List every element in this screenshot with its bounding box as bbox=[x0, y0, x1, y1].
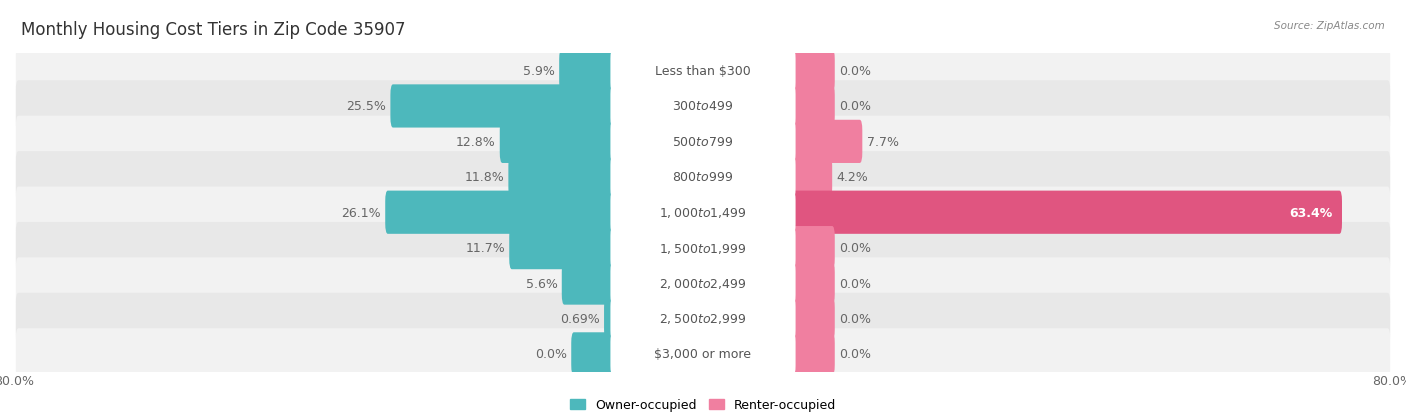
Text: 12.8%: 12.8% bbox=[456, 135, 495, 149]
FancyBboxPatch shape bbox=[790, 262, 835, 305]
FancyBboxPatch shape bbox=[15, 328, 1391, 380]
Text: Source: ZipAtlas.com: Source: ZipAtlas.com bbox=[1274, 21, 1385, 31]
FancyBboxPatch shape bbox=[790, 121, 862, 164]
FancyBboxPatch shape bbox=[15, 46, 1391, 97]
FancyBboxPatch shape bbox=[610, 86, 796, 128]
FancyBboxPatch shape bbox=[15, 187, 1391, 238]
Text: 63.4%: 63.4% bbox=[1289, 206, 1333, 219]
Text: $1,000 to $1,499: $1,000 to $1,499 bbox=[659, 206, 747, 220]
FancyBboxPatch shape bbox=[610, 157, 796, 198]
FancyBboxPatch shape bbox=[15, 152, 1391, 203]
Text: $800 to $999: $800 to $999 bbox=[672, 171, 734, 184]
FancyBboxPatch shape bbox=[790, 85, 835, 128]
Text: $2,000 to $2,499: $2,000 to $2,499 bbox=[659, 276, 747, 290]
Text: 5.6%: 5.6% bbox=[526, 277, 557, 290]
FancyBboxPatch shape bbox=[15, 81, 1391, 132]
FancyBboxPatch shape bbox=[15, 116, 1391, 168]
FancyBboxPatch shape bbox=[790, 50, 835, 93]
FancyBboxPatch shape bbox=[790, 191, 1341, 234]
Text: 5.9%: 5.9% bbox=[523, 65, 555, 78]
Text: $300 to $499: $300 to $499 bbox=[672, 100, 734, 113]
FancyBboxPatch shape bbox=[790, 332, 835, 375]
FancyBboxPatch shape bbox=[610, 298, 796, 339]
FancyBboxPatch shape bbox=[610, 333, 796, 375]
Text: 25.5%: 25.5% bbox=[346, 100, 387, 113]
FancyBboxPatch shape bbox=[790, 297, 835, 340]
FancyBboxPatch shape bbox=[610, 227, 796, 269]
FancyBboxPatch shape bbox=[610, 50, 796, 92]
Legend: Owner-occupied, Renter-occupied: Owner-occupied, Renter-occupied bbox=[565, 394, 841, 413]
FancyBboxPatch shape bbox=[790, 226, 835, 270]
Text: $1,500 to $1,999: $1,500 to $1,999 bbox=[659, 241, 747, 255]
FancyBboxPatch shape bbox=[562, 262, 616, 305]
FancyBboxPatch shape bbox=[15, 223, 1391, 274]
FancyBboxPatch shape bbox=[571, 332, 616, 375]
FancyBboxPatch shape bbox=[15, 258, 1391, 309]
Text: Monthly Housing Cost Tiers in Zip Code 35907: Monthly Housing Cost Tiers in Zip Code 3… bbox=[21, 21, 405, 38]
FancyBboxPatch shape bbox=[509, 156, 616, 199]
Text: 0.0%: 0.0% bbox=[839, 348, 872, 361]
Text: 0.69%: 0.69% bbox=[560, 312, 600, 325]
FancyBboxPatch shape bbox=[610, 121, 796, 163]
Text: 7.7%: 7.7% bbox=[866, 135, 898, 149]
FancyBboxPatch shape bbox=[610, 192, 796, 233]
Text: 4.2%: 4.2% bbox=[837, 171, 869, 184]
Text: 0.0%: 0.0% bbox=[839, 100, 872, 113]
FancyBboxPatch shape bbox=[509, 226, 616, 270]
Text: Less than $300: Less than $300 bbox=[655, 65, 751, 78]
Text: $500 to $799: $500 to $799 bbox=[672, 135, 734, 149]
Text: $2,500 to $2,999: $2,500 to $2,999 bbox=[659, 312, 747, 326]
FancyBboxPatch shape bbox=[790, 156, 832, 199]
FancyBboxPatch shape bbox=[385, 191, 616, 234]
FancyBboxPatch shape bbox=[610, 263, 796, 304]
Text: 26.1%: 26.1% bbox=[342, 206, 381, 219]
Text: 0.0%: 0.0% bbox=[534, 348, 567, 361]
FancyBboxPatch shape bbox=[391, 85, 616, 128]
Text: 11.8%: 11.8% bbox=[464, 171, 505, 184]
Text: 11.7%: 11.7% bbox=[465, 242, 505, 254]
FancyBboxPatch shape bbox=[560, 50, 616, 93]
Text: 0.0%: 0.0% bbox=[839, 242, 872, 254]
Text: 0.0%: 0.0% bbox=[839, 312, 872, 325]
Text: 0.0%: 0.0% bbox=[839, 277, 872, 290]
Text: 0.0%: 0.0% bbox=[839, 65, 872, 78]
Text: $3,000 or more: $3,000 or more bbox=[655, 348, 751, 361]
FancyBboxPatch shape bbox=[499, 121, 616, 164]
FancyBboxPatch shape bbox=[605, 297, 616, 340]
FancyBboxPatch shape bbox=[15, 293, 1391, 344]
